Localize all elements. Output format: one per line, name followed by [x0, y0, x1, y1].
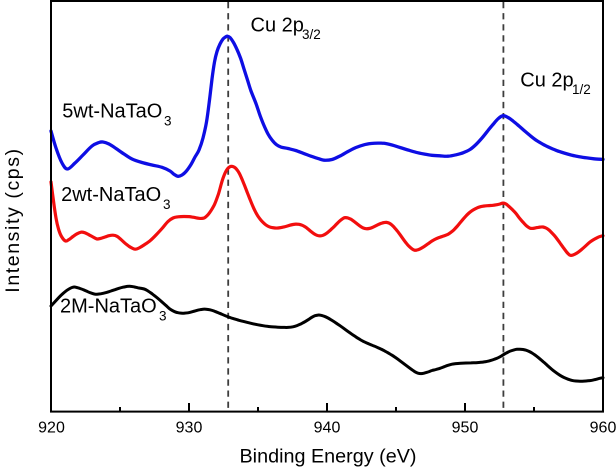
svg-text:1/2: 1/2	[572, 82, 591, 97]
svg-text:2wt-NaTaO: 2wt-NaTaO	[61, 184, 161, 206]
svg-text:Binding Energy (eV): Binding Energy (eV)	[239, 445, 416, 467]
svg-text:960: 960	[590, 419, 616, 436]
svg-text:940: 940	[314, 419, 341, 436]
svg-text:950: 950	[452, 419, 479, 436]
svg-text:Cu 2p: Cu 2p	[520, 70, 573, 92]
svg-text:Cu 2p: Cu 2p	[251, 14, 304, 36]
svg-text:2M-NaTaO: 2M-NaTaO	[60, 295, 157, 317]
svg-text:3: 3	[163, 197, 171, 212]
svg-text:3/2: 3/2	[302, 27, 321, 42]
svg-text:Intensity (cps): Intensity (cps)	[2, 147, 24, 292]
svg-text:3: 3	[164, 114, 172, 129]
svg-text:3: 3	[159, 308, 167, 323]
svg-text:930: 930	[176, 419, 203, 436]
svg-text:920: 920	[38, 419, 65, 436]
svg-text:5wt-NaTaO: 5wt-NaTaO	[62, 101, 162, 123]
